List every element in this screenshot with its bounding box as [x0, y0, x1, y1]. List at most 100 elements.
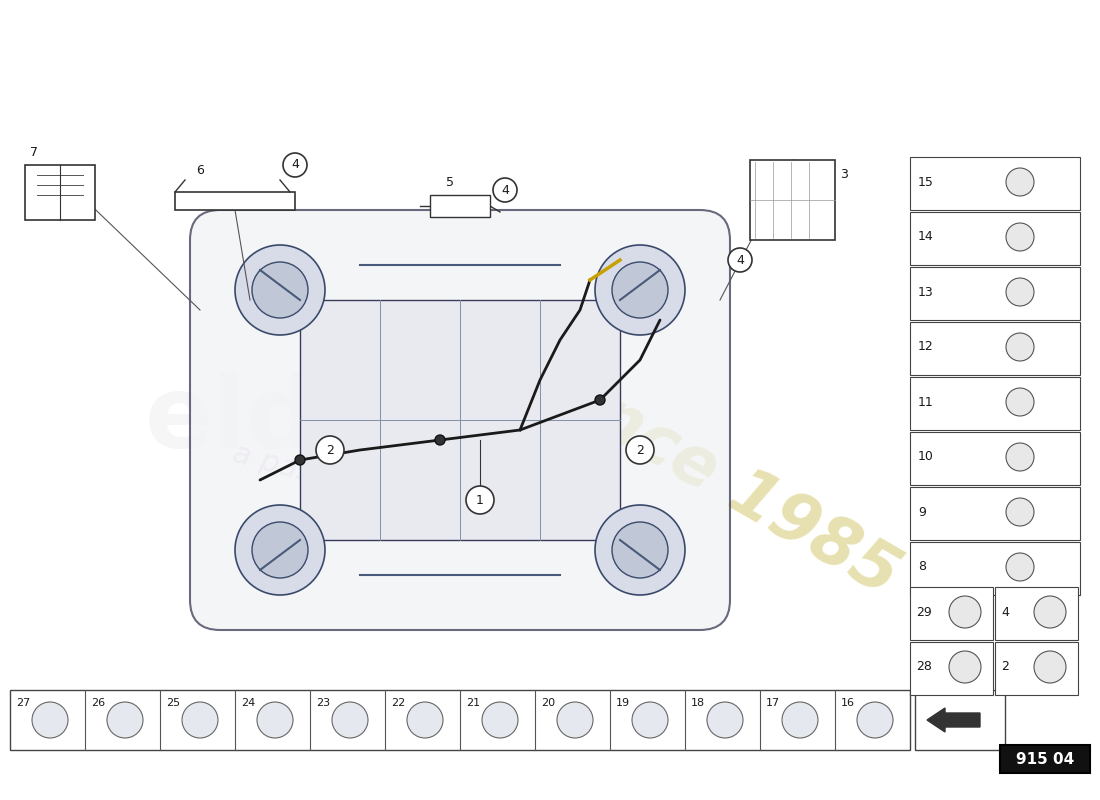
- Text: 14: 14: [918, 230, 934, 243]
- Circle shape: [107, 702, 143, 738]
- Text: 17: 17: [766, 698, 780, 708]
- Text: 23: 23: [316, 698, 330, 708]
- Circle shape: [252, 522, 308, 578]
- Bar: [750, 160, 835, 240]
- Text: 28: 28: [916, 661, 932, 674]
- Circle shape: [407, 702, 443, 738]
- Text: 15: 15: [918, 175, 934, 189]
- Circle shape: [1006, 168, 1034, 196]
- Text: since 1985: since 1985: [529, 350, 911, 610]
- FancyBboxPatch shape: [190, 210, 730, 630]
- Circle shape: [1006, 443, 1034, 471]
- Circle shape: [434, 435, 446, 445]
- Circle shape: [782, 702, 818, 738]
- Bar: [25, 165, 95, 220]
- Circle shape: [182, 702, 218, 738]
- Text: 4: 4: [292, 158, 299, 171]
- Circle shape: [949, 651, 981, 683]
- Text: 22: 22: [390, 698, 405, 708]
- FancyArrow shape: [927, 708, 980, 732]
- Text: 16: 16: [842, 698, 855, 708]
- Circle shape: [316, 436, 344, 464]
- Text: 2: 2: [1001, 661, 1009, 674]
- Text: 29: 29: [916, 606, 932, 618]
- Circle shape: [332, 702, 368, 738]
- Circle shape: [632, 702, 668, 738]
- Bar: [175, 192, 295, 210]
- Bar: [910, 642, 993, 695]
- Circle shape: [235, 245, 324, 335]
- Circle shape: [1034, 596, 1066, 628]
- Circle shape: [857, 702, 893, 738]
- Text: 4: 4: [1001, 606, 1009, 618]
- Text: 21: 21: [466, 698, 480, 708]
- Bar: [910, 267, 1080, 320]
- Text: a passion for parts: a passion for parts: [229, 439, 512, 541]
- Circle shape: [466, 486, 494, 514]
- Text: 8: 8: [918, 561, 926, 574]
- Circle shape: [1006, 223, 1034, 251]
- Text: 19: 19: [616, 698, 630, 708]
- Text: 20: 20: [541, 698, 556, 708]
- Text: 25: 25: [166, 698, 180, 708]
- Text: 6: 6: [196, 163, 204, 177]
- Circle shape: [1006, 278, 1034, 306]
- Bar: [430, 195, 490, 217]
- Bar: [910, 542, 1080, 595]
- Text: 26: 26: [91, 698, 106, 708]
- Circle shape: [1006, 388, 1034, 416]
- Circle shape: [252, 262, 308, 318]
- Circle shape: [707, 702, 743, 738]
- Text: 12: 12: [918, 341, 934, 354]
- Bar: [10, 690, 910, 750]
- Circle shape: [482, 702, 518, 738]
- Circle shape: [493, 178, 517, 202]
- Circle shape: [626, 436, 654, 464]
- Bar: [915, 690, 1005, 750]
- Bar: [910, 587, 993, 640]
- Circle shape: [1034, 651, 1066, 683]
- Text: 5: 5: [446, 177, 454, 190]
- Text: 915 04: 915 04: [1016, 751, 1074, 766]
- Bar: [910, 212, 1080, 265]
- Circle shape: [257, 702, 293, 738]
- Text: 1: 1: [476, 494, 484, 506]
- Text: 4: 4: [736, 254, 744, 266]
- Circle shape: [1006, 333, 1034, 361]
- Circle shape: [1006, 498, 1034, 526]
- Bar: [910, 157, 1080, 210]
- Text: 7: 7: [30, 146, 38, 158]
- Bar: [910, 377, 1080, 430]
- Bar: [910, 432, 1080, 485]
- Circle shape: [295, 455, 305, 465]
- Text: 13: 13: [918, 286, 934, 298]
- Text: 3: 3: [840, 169, 848, 182]
- Circle shape: [595, 395, 605, 405]
- Bar: [996, 642, 1078, 695]
- Bar: [910, 322, 1080, 375]
- Text: 10: 10: [918, 450, 934, 463]
- Bar: [910, 487, 1080, 540]
- Circle shape: [595, 245, 685, 335]
- Circle shape: [612, 262, 668, 318]
- Circle shape: [1006, 553, 1034, 581]
- Circle shape: [595, 505, 685, 595]
- Text: eldietas: eldietas: [144, 371, 595, 469]
- Text: 2: 2: [326, 443, 334, 457]
- Text: 27: 27: [16, 698, 31, 708]
- Text: 9: 9: [918, 506, 926, 518]
- Text: 4: 4: [502, 183, 509, 197]
- Circle shape: [283, 153, 307, 177]
- Text: 11: 11: [918, 395, 934, 409]
- Text: 18: 18: [691, 698, 705, 708]
- Circle shape: [949, 596, 981, 628]
- Bar: [996, 587, 1078, 640]
- Circle shape: [612, 522, 668, 578]
- Bar: [300, 300, 620, 540]
- Circle shape: [557, 702, 593, 738]
- Text: 2: 2: [636, 443, 644, 457]
- Circle shape: [32, 702, 68, 738]
- Bar: [1000, 745, 1090, 773]
- Text: 24: 24: [241, 698, 255, 708]
- Circle shape: [235, 505, 324, 595]
